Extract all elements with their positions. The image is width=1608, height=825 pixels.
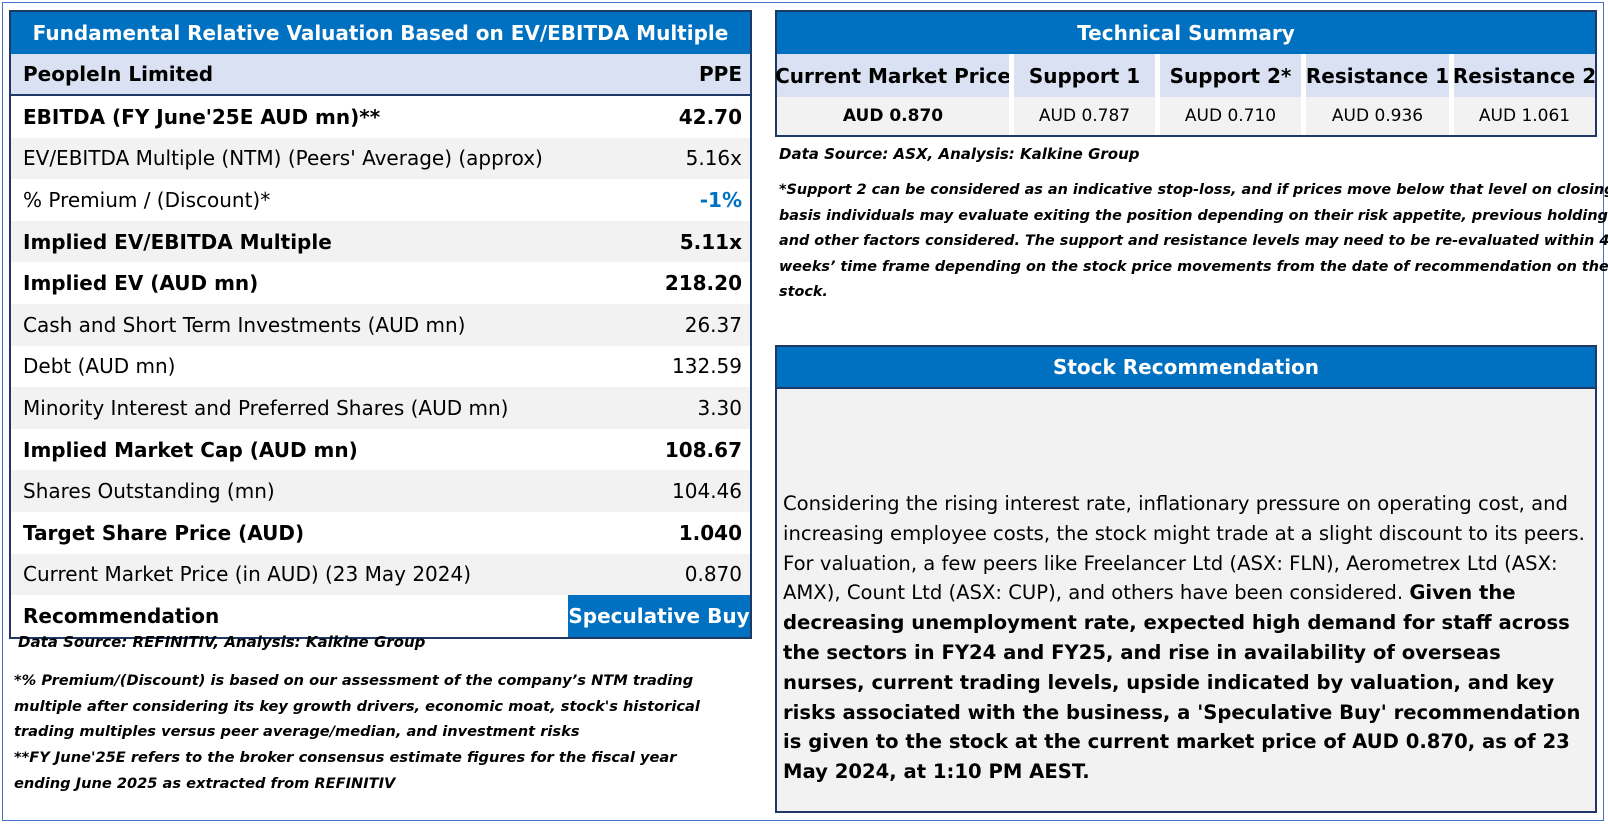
row-label: Implied EV (AUD mn) [23, 271, 259, 296]
recommendation-text-bold: Given the decreasing unemployment rate, … [783, 581, 1581, 784]
row-value: 104.46 [672, 479, 742, 504]
recommendation-text: Considering the rising interest rate, in… [783, 489, 1587, 787]
table-row: Current Market Price (in AUD) (23 May 20… [11, 553, 750, 596]
stock-recommendation-box: Stock Recommendation Considering the ris… [775, 345, 1597, 813]
valuation-header-row: PeopleIn Limited PPE [11, 54, 750, 96]
column-header: Support 2* [1160, 54, 1301, 97]
valuation-title: Fundamental Relative Valuation Based on … [11, 12, 750, 54]
column-value: AUD 0.787 [1014, 97, 1155, 135]
valuation-source: Data Source: REFINITIV, Analysis: Kalkin… [18, 633, 426, 651]
row-label: % Premium / (Discount)* [23, 187, 271, 212]
support-footnote-line: basis individuals may evaluate exiting t… [779, 207, 1608, 224]
table-row: Implied EV (AUD mn) 218.20 [11, 262, 750, 304]
table-row: Target Share Price (AUD) 1.040 [11, 512, 750, 554]
row-label: Recommendation [23, 603, 220, 628]
row-label: EBITDA (FY June'25E AUD mn)** [23, 104, 381, 129]
support-footnote-line: and other factors considered. The suppor… [779, 233, 1608, 249]
column-support-2: Support 2* AUD 0.710 [1155, 54, 1301, 135]
fy-footnote: **FY June'25E refers to the broker conse… [14, 749, 677, 792]
row-value: 5.16x [685, 146, 742, 171]
table-row: Shares Outstanding (mn) 104.46 [11, 470, 750, 512]
column-value: AUD 0.710 [1160, 97, 1301, 135]
technical-grid: Current Market Price AUD 0.870 Support 1… [775, 54, 1596, 135]
column-support-1: Support 1 AUD 0.787 [1009, 54, 1155, 135]
column-value: AUD 0.936 [1306, 97, 1449, 135]
table-row: Debt (AUD mn) 132.59 [11, 346, 750, 388]
column-value: AUD 0.870 [777, 97, 1009, 135]
valuation-table: Fundamental Relative Valuation Based on … [9, 10, 752, 639]
table-row: EV/EBITDA Multiple (NTM) (Peers' Average… [11, 137, 750, 180]
row-label: Implied Market Cap (AUD mn) [23, 437, 358, 462]
recommendation-title: Stock Recommendation [777, 347, 1595, 389]
table-row: Recommendation Speculative Buy [11, 595, 750, 637]
support-footnote-line: stock. [779, 284, 828, 300]
row-label: EV/EBITDA Multiple (NTM) (Peers' Average… [23, 146, 543, 171]
technical-title: Technical Summary [777, 12, 1595, 54]
premium-footnote: *% Premium/(Discount) is based on our as… [14, 672, 700, 740]
ticker: PPE [699, 62, 742, 86]
table-row: Cash and Short Term Investments (AUD mn)… [11, 303, 750, 346]
support-footnote-line: *Support 2 can be considered as an indic… [779, 182, 1608, 198]
table-row: % Premium / (Discount)* -1% [11, 179, 750, 221]
table-row: EBITDA (FY June'25E AUD mn)** 42.70 [11, 96, 750, 138]
row-value: 26.37 [684, 312, 742, 337]
row-value: 0.870 [684, 562, 742, 587]
column-header: Resistance 2 [1453, 54, 1596, 97]
support-footnote-line: weeks’ time frame depending on the stock… [779, 258, 1608, 275]
row-value: 1.040 [678, 520, 742, 545]
row-value: 3.30 [697, 395, 742, 420]
recommendation-badge: Speculative Buy [568, 595, 750, 637]
row-label: Debt (AUD mn) [23, 354, 176, 379]
column-resistance-1: Resistance 1 AUD 0.936 [1301, 54, 1449, 135]
table-row: Implied EV/EBITDA Multiple 5.11x [11, 220, 750, 263]
row-value: 108.67 [664, 437, 742, 462]
row-value: 218.20 [664, 271, 742, 296]
column-resistance-2: Resistance 2 AUD 1.061 [1449, 54, 1596, 135]
support-footnote: *Support 2 can be considered as an indic… [779, 178, 1608, 306]
technical-summary-table: Technical Summary Current Market Price A… [775, 10, 1597, 137]
company-name: PeopleIn Limited [23, 62, 214, 86]
column-current-price: Current Market Price AUD 0.870 [775, 54, 1011, 135]
column-header: Current Market Price [775, 54, 1011, 97]
row-value: -1% [699, 187, 742, 212]
row-label: Minority Interest and Preferred Shares (… [23, 395, 509, 420]
column-header: Support 1 [1014, 54, 1155, 97]
row-label: Cash and Short Term Investments (AUD mn) [23, 312, 466, 337]
row-label: Current Market Price (in AUD) (23 May 20… [23, 562, 472, 587]
table-row: Minority Interest and Preferred Shares (… [11, 387, 750, 429]
column-header: Resistance 1 [1306, 54, 1449, 97]
column-value: AUD 1.061 [1454, 97, 1595, 135]
row-value: 42.70 [678, 104, 742, 129]
row-label: Target Share Price (AUD) [23, 520, 305, 545]
recommendation-text-normal: Considering the rising interest rate, in… [783, 492, 1585, 605]
row-label: Implied EV/EBITDA Multiple [23, 229, 332, 254]
row-value: 132.59 [672, 354, 742, 379]
row-label: Shares Outstanding (mn) [23, 479, 275, 504]
row-value: 5.11x [679, 229, 742, 254]
table-row: Implied Market Cap (AUD mn) 108.67 [11, 429, 750, 471]
technical-source: Data Source: ASX, Analysis: Kalkine Grou… [779, 145, 1140, 163]
